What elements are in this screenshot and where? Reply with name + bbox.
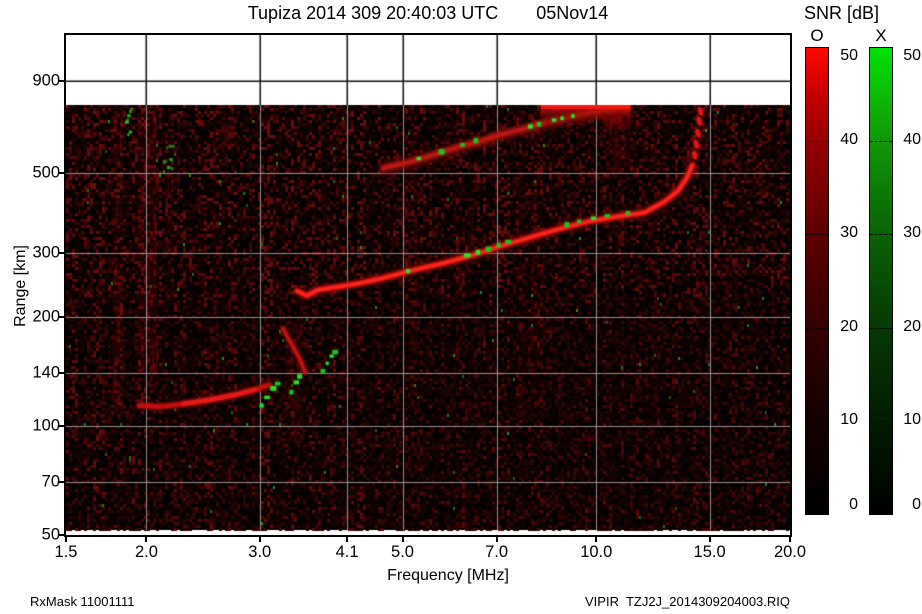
colorbar-tick-dash — [870, 327, 892, 329]
colorbar-tick-dash — [806, 420, 828, 422]
x-tick-label: 4.1 — [335, 543, 359, 561]
x-tick-mark — [145, 537, 148, 542]
y-tick-mark — [59, 252, 64, 255]
y-tick-mark — [59, 171, 64, 174]
y-tick-label: 200 — [32, 307, 60, 326]
ionogram-plot-canvas — [64, 33, 792, 537]
colorbar-o-tick-label: 0 — [849, 496, 858, 513]
y-tick-mark — [59, 533, 64, 536]
x-tick-label: 2.0 — [134, 543, 158, 561]
colorbar-tick-dash — [806, 141, 828, 143]
y-tick-mark — [59, 481, 64, 484]
rx-mask-text: RxMask 11001111 — [30, 594, 135, 609]
x-tick-mark — [495, 537, 498, 542]
x-tick-mark — [595, 537, 598, 542]
x-tick-mark — [65, 537, 67, 542]
x-mode-colorbar — [869, 47, 893, 515]
colorbar-tick-dash — [806, 234, 828, 236]
colorbar-x-tick-label: 10 — [903, 410, 921, 428]
y-tick-mark — [59, 425, 64, 427]
title-station-time: Tupiza 2014 309 20:40:03 UTC — [247, 3, 499, 23]
y-tick-label: 500 — [32, 163, 60, 182]
colorbar-tick-dash — [806, 327, 828, 329]
title-date: 05Nov14 — [536, 3, 609, 23]
x-tick-mark — [346, 537, 349, 542]
y-axis-title: Range [km] — [12, 245, 29, 327]
colorbar-o-tick-label: 10 — [840, 410, 858, 428]
x-tick-label: 10.0 — [580, 543, 613, 561]
page-title: Tupiza 2014 309 20:40:03 UTC 05Nov14 — [66, 3, 790, 24]
x-tick-label: 20.0 — [773, 543, 807, 561]
colorbar-x-tick-label: 50 — [903, 47, 921, 64]
o-mode-colorbar — [805, 47, 829, 515]
x-tick-mark — [789, 537, 791, 542]
y-tick-label: 140 — [32, 363, 60, 382]
y-tick-label: 50 — [41, 525, 60, 544]
x-tick-label: 5.0 — [391, 543, 414, 561]
y-tick-mark — [59, 316, 64, 319]
colorbar-x-tick-label: 20 — [903, 317, 921, 335]
y-tick-label: 70 — [41, 472, 60, 491]
x-tick-label: 3.0 — [248, 543, 272, 561]
colorbar-title: SNR [dB] — [804, 3, 880, 23]
file-name-text: VIPIR TZJ2J_2014309204003.RIQ — [585, 594, 790, 609]
x-tick-mark — [401, 537, 404, 542]
colorbar-o-tick-label: 20 — [840, 317, 858, 335]
colorbar-x-tick-label: 40 — [903, 131, 921, 149]
colorbar-tick-dash — [870, 420, 892, 422]
colorbar-x-tick-label: 30 — [903, 224, 921, 242]
colorbar-tick-dash — [870, 141, 892, 143]
x-tick-label: 15.0 — [693, 543, 726, 561]
colorbar-x-label: X — [875, 26, 887, 45]
x-tick-label: 7.0 — [485, 543, 509, 561]
colorbar-o-label: O — [810, 26, 824, 45]
colorbar-o-tick-label: 30 — [840, 224, 858, 242]
colorbar-x-tick-label: 0 — [912, 496, 921, 513]
colorbar-o-tick-label: 50 — [840, 47, 858, 64]
colorbar-o-tick-label: 40 — [840, 131, 858, 149]
y-tick-mark — [59, 79, 64, 82]
x-tick-label: 1.5 — [54, 543, 78, 561]
y-tick-label: 900 — [32, 71, 60, 90]
x-tick-mark — [708, 537, 711, 542]
y-tick-label: 100 — [32, 416, 60, 435]
x-axis-title: Frequency [MHz] — [387, 567, 509, 584]
y-tick-mark — [59, 372, 64, 375]
y-tick-label: 300 — [32, 243, 60, 262]
x-tick-mark — [258, 537, 261, 542]
colorbar-tick-dash — [870, 234, 892, 236]
